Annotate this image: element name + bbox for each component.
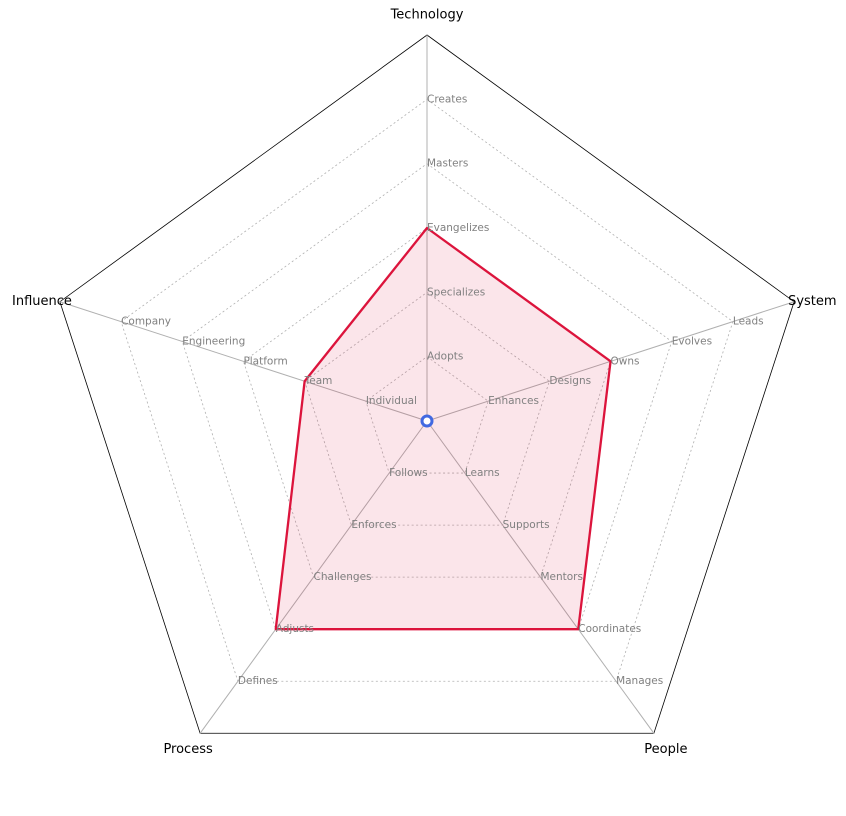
tick-label-challenges: Challenges [314,571,372,583]
tick-label-enhances: Enhances [488,395,539,407]
spoke-influence [59,301,428,422]
tick-label-creates: Creates [427,93,467,105]
grid-ring-2 [304,291,550,526]
tick-label-designs: Designs [549,375,591,387]
outer-frame [59,34,795,734]
series-layer [274,226,612,631]
tick-label-specializes: Specializes [427,286,485,298]
axis-labels-layer: Technology System People Process Influence [12,8,837,757]
axis-label-process: Process [163,742,213,757]
grid-ring-1 [365,356,489,474]
tick-label-follows: Follows [389,467,427,479]
tick-label-manages: Manages [616,675,663,687]
center-marker [420,414,434,428]
tick-label-leads: Leads [733,316,764,328]
tick-label-learns: Learns [465,467,500,479]
tick-label-coordinates: Coordinates [578,623,641,635]
series-area-0 [274,226,612,631]
tick-label-enforces: Enforces [351,519,396,531]
tick-label-adopts: Adopts [427,351,463,363]
tick-label-supports: Supports [503,519,550,531]
tick-label-masters: Masters [427,158,468,170]
tick-label-adjusts: Adjusts [276,623,314,635]
spoke-process [199,420,428,734]
axis-label-influence: Influence [12,294,72,309]
tick-label-mentors: Mentors [540,571,583,583]
axis-label-people: People [644,742,687,757]
tick-label-owns: Owns [611,355,640,367]
grid-ring-5 [120,98,734,682]
tick-label-individual: Individual [366,395,417,407]
axis-label-technology: Technology [390,8,464,23]
tick-label-engineering: Engineering [182,335,245,347]
tick-label-evangelizes: Evangelizes [427,222,489,234]
tick-label-evolves: Evolves [672,335,712,347]
tick-label-defines: Defines [238,675,278,687]
spoke-people [426,420,655,734]
tick-label-platform: Platform [243,355,287,367]
tick-label-team: Team [304,375,333,387]
tick-label-company: Company [121,316,171,328]
axis-label-system: System [788,294,836,309]
tick-labels-layer: Adopts Specializes Evangelizes Masters Creat… [121,93,764,687]
